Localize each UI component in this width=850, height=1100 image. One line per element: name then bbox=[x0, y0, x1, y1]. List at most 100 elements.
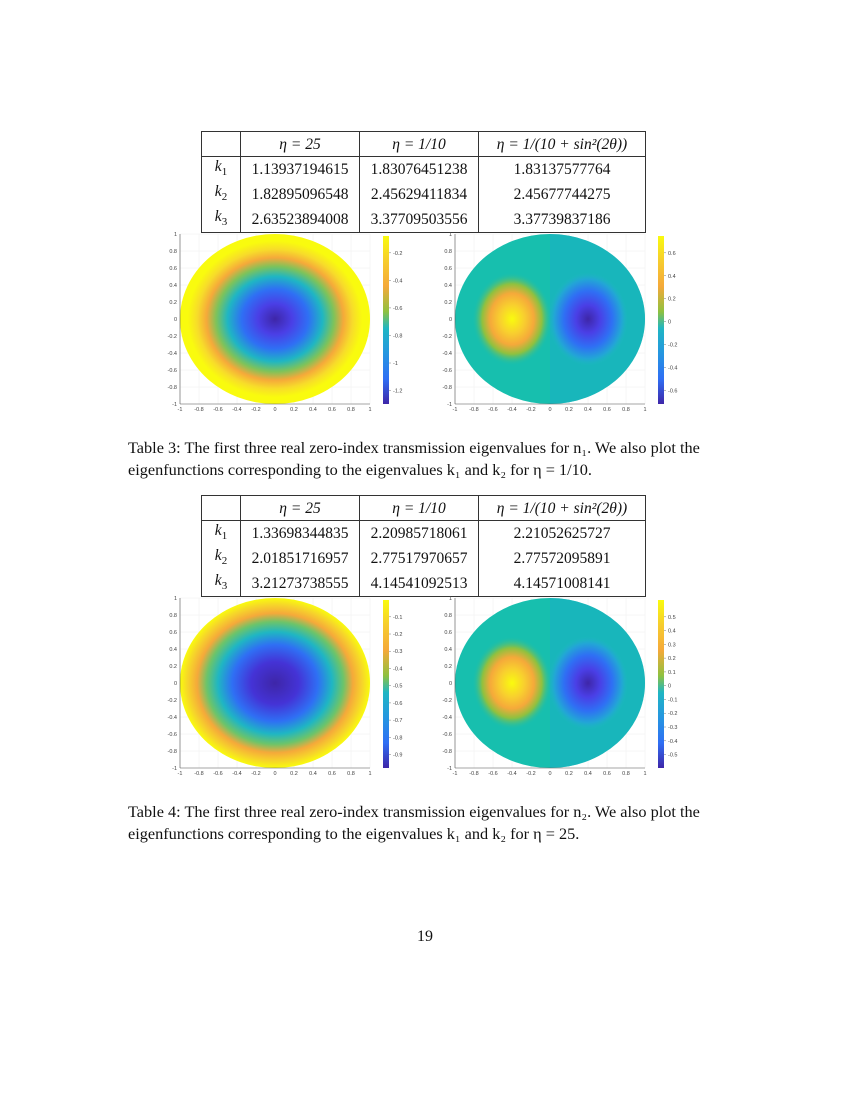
svg-text:0.6: 0.6 bbox=[328, 407, 336, 413]
svg-text:0: 0 bbox=[449, 317, 452, 323]
svg-text:-0.2: -0.2 bbox=[526, 771, 535, 777]
svg-text:0.4: 0.4 bbox=[309, 407, 317, 413]
svg-text:-0.2: -0.2 bbox=[668, 343, 677, 349]
row-label: k2 bbox=[201, 182, 241, 208]
header-eta-25: η = 25 bbox=[240, 495, 360, 521]
svg-text:0: 0 bbox=[174, 317, 177, 323]
svg-text:-0.4: -0.4 bbox=[443, 715, 452, 721]
svg-text:-0.8: -0.8 bbox=[393, 735, 402, 741]
svg-text:0.2: 0.2 bbox=[444, 664, 452, 670]
svg-text:-0.5: -0.5 bbox=[668, 753, 677, 759]
svg-text:-0.4: -0.4 bbox=[168, 351, 177, 357]
table-row: k2 1.82895096548 2.45629411834 2.4567774… bbox=[201, 182, 646, 208]
cell: 2.63523894008 bbox=[240, 207, 360, 234]
svg-text:-0.4: -0.4 bbox=[507, 771, 516, 777]
svg-text:0.2: 0.2 bbox=[169, 300, 177, 306]
svg-text:0.6: 0.6 bbox=[444, 630, 452, 636]
svg-text:-0.4: -0.4 bbox=[393, 278, 402, 284]
cell: 3.37739837186 bbox=[478, 207, 646, 234]
eigenfunction-surface bbox=[180, 598, 370, 768]
cell: 2.01851716957 bbox=[240, 546, 360, 572]
svg-text:0.8: 0.8 bbox=[169, 613, 177, 619]
caption-text: The first three real zero-index transmis… bbox=[128, 438, 700, 479]
table-3: η = 25 η = 1/10 η = 1/(10 + sin²(2θ)) k1… bbox=[201, 131, 646, 234]
plot-t3-k2: -1 -0.8 -0.6 -0.4 -0.2 0 0.2 0.4 0.6 0.8 1 1 0.8 0.6 0… bbox=[440, 228, 680, 418]
table-4: η = 25 η = 1/10 η = 1/(10 + sin²(2θ)) k1… bbox=[201, 495, 646, 598]
cell: 4.14571008141 bbox=[478, 571, 646, 598]
svg-text:-0.4: -0.4 bbox=[232, 771, 241, 777]
svg-text:0.4: 0.4 bbox=[169, 647, 177, 653]
caption-prefix: Table 3: bbox=[128, 438, 181, 457]
eigenfunction-surface bbox=[455, 234, 645, 404]
svg-text:1: 1 bbox=[174, 596, 177, 602]
svg-text:-1: -1 bbox=[447, 402, 452, 408]
svg-text:0.8: 0.8 bbox=[444, 613, 452, 619]
svg-text:-0.2: -0.2 bbox=[168, 698, 177, 704]
svg-text:0.4: 0.4 bbox=[309, 771, 317, 777]
svg-text:-0.2: -0.2 bbox=[251, 407, 260, 413]
svg-text:-0.6: -0.6 bbox=[168, 368, 177, 374]
svg-text:0.2: 0.2 bbox=[290, 407, 298, 413]
cell: 2.45677744275 bbox=[478, 182, 646, 208]
svg-text:0: 0 bbox=[273, 407, 276, 413]
svg-text:0: 0 bbox=[548, 771, 551, 777]
svg-text:-0.4: -0.4 bbox=[393, 666, 402, 672]
svg-text:-1: -1 bbox=[393, 361, 398, 367]
svg-text:0.6: 0.6 bbox=[603, 407, 611, 413]
svg-text:-0.1: -0.1 bbox=[668, 697, 677, 703]
svg-text:-0.4: -0.4 bbox=[443, 351, 452, 357]
svg-text:0.2: 0.2 bbox=[169, 664, 177, 670]
svg-text:-1: -1 bbox=[453, 407, 458, 413]
table-header-row: η = 25 η = 1/10 η = 1/(10 + sin²(2θ)) bbox=[201, 131, 646, 157]
svg-text:-0.2: -0.2 bbox=[168, 334, 177, 340]
header-eta-variable: η = 1/(10 + sin²(2θ)) bbox=[478, 131, 646, 157]
svg-text:-1: -1 bbox=[178, 771, 183, 777]
svg-text:0: 0 bbox=[668, 684, 671, 690]
svg-text:0.4: 0.4 bbox=[668, 629, 676, 635]
header-eta-variable: η = 1/(10 + sin²(2θ)) bbox=[478, 495, 646, 521]
svg-text:-1: -1 bbox=[178, 407, 183, 413]
svg-text:-0.8: -0.8 bbox=[469, 771, 478, 777]
caption-text: The first three real zero-index transmis… bbox=[128, 802, 700, 843]
svg-text:-0.4: -0.4 bbox=[668, 366, 677, 372]
svg-text:-0.4: -0.4 bbox=[232, 407, 241, 413]
svg-text:-0.8: -0.8 bbox=[443, 749, 452, 755]
cell: 3.37709503556 bbox=[359, 207, 479, 234]
svg-text:0.6: 0.6 bbox=[169, 266, 177, 272]
svg-text:0: 0 bbox=[449, 681, 452, 687]
colorbar bbox=[383, 600, 389, 768]
svg-text:-0.6: -0.6 bbox=[393, 306, 402, 312]
svg-text:0.2: 0.2 bbox=[668, 297, 676, 303]
svg-text:1: 1 bbox=[368, 407, 371, 413]
cell: 1.82895096548 bbox=[240, 182, 360, 208]
svg-text:0: 0 bbox=[548, 407, 551, 413]
eigenfunction-surface bbox=[455, 598, 645, 768]
svg-text:0.2: 0.2 bbox=[668, 656, 676, 662]
cell: 1.33698344835 bbox=[240, 520, 360, 547]
svg-text:-0.3: -0.3 bbox=[393, 649, 402, 655]
svg-text:0.4: 0.4 bbox=[444, 647, 452, 653]
svg-text:-0.1: -0.1 bbox=[393, 615, 402, 621]
cell: 2.45629411834 bbox=[359, 182, 479, 208]
svg-text:0.2: 0.2 bbox=[565, 771, 573, 777]
cell: 2.77517970657 bbox=[359, 546, 479, 572]
row-label: k3 bbox=[201, 207, 241, 234]
svg-text:0.8: 0.8 bbox=[347, 407, 355, 413]
svg-text:0.8: 0.8 bbox=[347, 771, 355, 777]
colorbar bbox=[658, 600, 664, 768]
svg-text:0.2: 0.2 bbox=[444, 300, 452, 306]
svg-text:-0.9: -0.9 bbox=[393, 753, 402, 759]
svg-text:0: 0 bbox=[668, 320, 671, 326]
svg-text:-0.2: -0.2 bbox=[393, 251, 402, 257]
svg-text:-0.6: -0.6 bbox=[488, 771, 497, 777]
table-row: k1 1.33698344835 2.20985718061 2.2105262… bbox=[201, 520, 646, 547]
svg-text:1: 1 bbox=[449, 596, 452, 602]
svg-text:-0.8: -0.8 bbox=[168, 749, 177, 755]
svg-text:-0.8: -0.8 bbox=[168, 385, 177, 391]
svg-text:1: 1 bbox=[643, 771, 646, 777]
svg-text:1: 1 bbox=[174, 232, 177, 238]
svg-text:-0.6: -0.6 bbox=[213, 407, 222, 413]
cell: 1.83076451238 bbox=[359, 156, 479, 183]
cell: 2.20985718061 bbox=[359, 520, 479, 547]
svg-text:-0.8: -0.8 bbox=[194, 771, 203, 777]
